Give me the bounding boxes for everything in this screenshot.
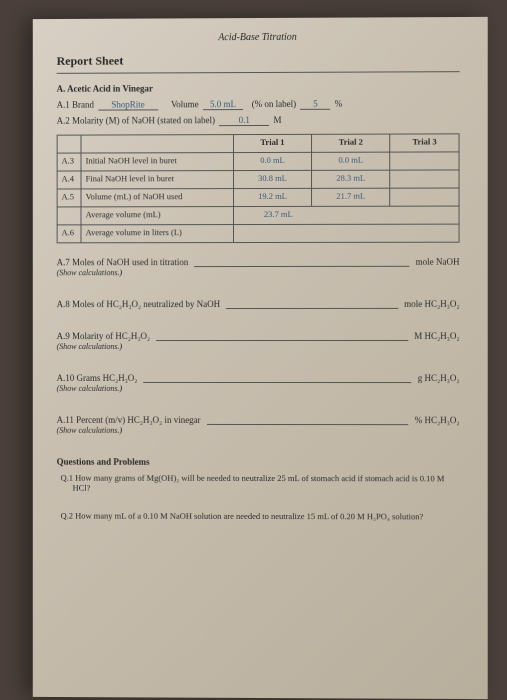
a7-label: A.7 Moles of NaOH used in titration — [57, 257, 189, 267]
a10-label: A.10 Grams HC₂H₃O₂ — [57, 373, 138, 383]
question-2: Q.2 How many mL of a 0.10 M NaOH solutio… — [69, 511, 460, 522]
questions-problems-head: Questions and Problems — [57, 457, 460, 468]
row-code: A.5 — [57, 189, 81, 207]
a10-showcalc: (Show calculations.) — [57, 384, 460, 393]
row-label: Average volume in liters (L) — [81, 225, 233, 243]
a1-label: A.1 Brand — [57, 100, 94, 110]
item-a9: A.9 Molarity of HC₂H₃O₂ M HC₂H₃O₂ (Show … — [57, 331, 460, 351]
a9-answer-blank — [156, 340, 408, 341]
worksheet-paper: Acid-Base Titration Report Sheet A. Acet… — [33, 17, 488, 699]
row-code — [57, 207, 81, 225]
row-label: Initial NaOH level in buret — [81, 153, 233, 171]
a7-unit: mole NaOH — [416, 257, 460, 267]
a8-answer-blank — [226, 308, 398, 309]
th-blank — [57, 135, 81, 153]
th-trial3: Trial 3 — [390, 134, 459, 152]
row-code: A.3 — [57, 153, 81, 171]
a9-label: A.9 Molarity of HC₂H₃O₂ — [57, 331, 150, 341]
a9-showcalc: (Show calculations.) — [57, 342, 460, 351]
item-a11: A.11 Percent (m/v) HC₂H₃O₂ in vinegar % … — [57, 415, 460, 435]
cell-t1: 30.8 mL — [233, 170, 311, 188]
item-a7: A.7 Moles of NaOH used in titration mole… — [57, 257, 460, 278]
th-trial2: Trial 2 — [312, 134, 390, 152]
a11-unit: % HC₂H₃O₂ — [415, 415, 460, 425]
a7-showcalc: (Show calculations.) — [57, 268, 460, 278]
cell-t3 — [390, 152, 459, 170]
cell-t3 — [390, 170, 459, 188]
line-a2: A.2 Molarity (M) of NaOH (stated on labe… — [57, 114, 460, 126]
row-label: Final NaOH level in buret — [81, 171, 233, 189]
item-a10: A.10 Grams HC₂H₃O₂ g HC₂H₃O₂ (Show calcu… — [57, 373, 460, 393]
cell-t1: 0.0 mL — [233, 152, 311, 170]
table-row: A.3 Initial NaOH level in buret 0.0 mL 0… — [57, 152, 459, 171]
doc-title: Acid-Base Titration — [57, 31, 460, 44]
line-a1: A.1 Brand ShopRite Volume 5.0 mL (% on l… — [57, 98, 460, 110]
titration-table: Trial 1 Trial 2 Trial 3 A.3 Initial NaOH… — [57, 133, 460, 243]
cell-avg: 23.7 mL — [233, 206, 459, 224]
a1-vol-label: Volume — [171, 99, 199, 109]
a10-unit: g HC₂H₃O₂ — [418, 373, 460, 383]
table-row: A.6 Average volume in liters (L) — [57, 224, 459, 243]
a11-answer-blank — [207, 424, 409, 425]
a11-label: A.11 Percent (m/v) HC₂H₃O₂ in vinegar — [57, 415, 201, 425]
a10-answer-blank — [143, 382, 411, 383]
question-1: Q.1 How many grams of Mg(OH)₂ will be ne… — [69, 473, 460, 494]
a2-unit: M — [273, 115, 281, 125]
table-row: A.4 Final NaOH level in buret 30.8 mL 28… — [57, 170, 459, 189]
cell-t2: 0.0 mL — [312, 152, 390, 170]
row-code: A.4 — [57, 171, 81, 189]
a2-value: 0.1 — [219, 115, 269, 126]
a8-unit: mole HC₂H₃O₂ — [404, 299, 459, 309]
th-blank2 — [81, 135, 233, 153]
table-row: A.5 Volume (mL) of NaOH used 19.2 mL 21.… — [57, 188, 459, 207]
a9-unit: M HC₂H₃O₂ — [414, 331, 459, 341]
row-code: A.6 — [57, 225, 81, 243]
report-sheet-heading: Report Sheet — [57, 52, 460, 74]
cell-t3 — [390, 188, 459, 206]
a8-label: A.8 Moles of HC₂H₃O₂ neutralized by NaOH — [57, 299, 221, 309]
cell-t1: 19.2 mL — [233, 188, 311, 206]
cell-t2: 21.7 mL — [312, 188, 390, 206]
row-label: Average volume (mL) — [81, 207, 233, 225]
item-a8: A.8 Moles of HC₂H₃O₂ neutralized by NaOH… — [57, 299, 460, 309]
section-a-head: A. Acetic Acid in Vinegar — [57, 82, 460, 94]
cell-t2: 28.3 mL — [312, 170, 390, 188]
a1-brand-value: ShopRite — [98, 99, 158, 110]
a11-showcalc: (Show calculations.) — [57, 426, 460, 435]
row-label: Volume (mL) of NaOH used — [81, 189, 233, 207]
a1-pct-label: (% on label) — [252, 99, 296, 109]
a2-label: A.2 Molarity (M) of NaOH (stated on labe… — [57, 115, 215, 126]
a1-pct-value: 5 — [300, 99, 330, 110]
table-row: Average volume (mL) 23.7 mL — [57, 206, 459, 225]
cell-avg-l — [233, 224, 459, 242]
a1-vol-value: 5.0 mL — [203, 99, 243, 110]
th-trial1: Trial 1 — [233, 134, 311, 152]
